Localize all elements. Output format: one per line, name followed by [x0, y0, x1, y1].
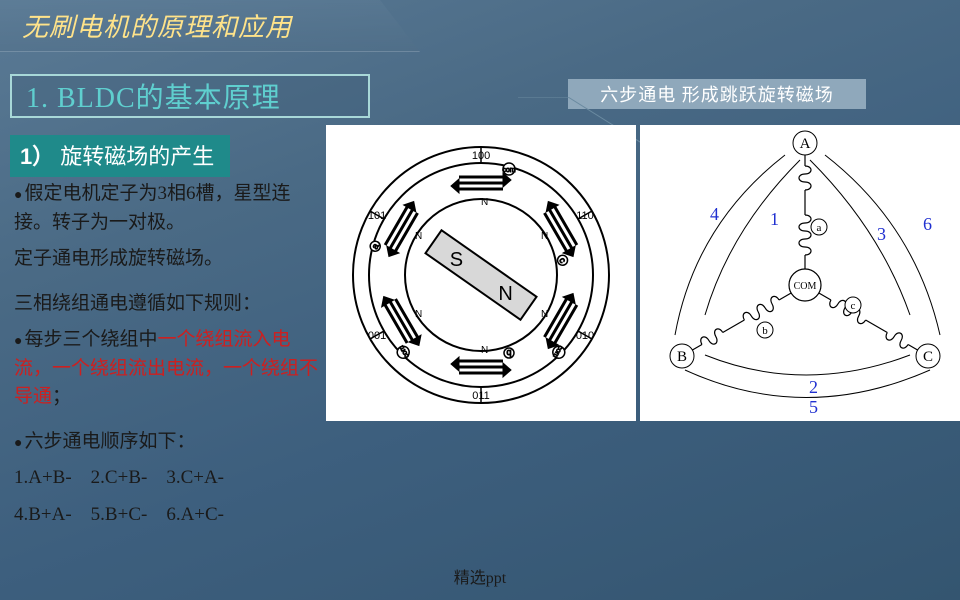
- caption-text: 六步通电 形成跳跃旋转磁场: [600, 81, 834, 107]
- field-num: 4: [710, 204, 719, 224]
- subsection-text: 旋转磁场的产生: [60, 139, 214, 171]
- motor-diagram: 100 110 010 011 001 101 a: [326, 125, 636, 421]
- svg-text:N: N: [415, 231, 422, 242]
- body-text: 假定电机定子为3相6槽，星型连接。转子为一对极。 定子通电形成旋转磁场。 三相绕…: [14, 180, 324, 537]
- phase-a: a: [817, 222, 822, 234]
- phase-c: c: [851, 300, 856, 312]
- sector-label: 001: [368, 330, 386, 342]
- bullet-icon: [14, 431, 24, 452]
- terminal-b: B: [677, 349, 687, 365]
- field-num: 1: [770, 209, 779, 229]
- subsection-number: 1）: [20, 139, 54, 171]
- bullet-icon: [14, 329, 24, 350]
- sequence-line-2: 4.B+A- 5.B+C- 6.A+C-: [14, 501, 324, 530]
- body-p1b: 定子通电形成旋转磁场。: [14, 245, 324, 274]
- field-num: 6: [923, 214, 932, 234]
- body-p1a: 假定电机定子为3相6槽，星型连接。转子为一对极。: [14, 183, 290, 233]
- body-p2: 三相绕组通电遵循如下规则：: [14, 290, 324, 319]
- caption-box: 六步通电 形成跳跃旋转磁场: [568, 79, 866, 109]
- bullet-icon: [14, 183, 24, 204]
- footer-text: 精选ppt: [454, 564, 506, 588]
- terminal-c: C: [923, 349, 933, 365]
- field-num: 2: [809, 377, 818, 397]
- field-num: 3: [877, 224, 886, 244]
- terminal-a: A: [800, 136, 811, 152]
- svg-text:N: N: [541, 309, 548, 320]
- svg-text:N: N: [481, 345, 488, 356]
- body-p3a: 每步三个绕组中: [24, 329, 157, 350]
- com-label: COM: [794, 281, 817, 292]
- svg-text:N: N: [481, 197, 488, 208]
- slide-title: 无刷电机的原理和应用: [22, 7, 292, 44]
- sector-label: 101: [368, 210, 386, 222]
- section-heading-text: 1. BLDC的基本原理: [26, 76, 281, 116]
- star-diagram: 1 2 3 4 5 6 COM A a: [640, 125, 960, 421]
- sector-label: 011: [472, 390, 490, 402]
- sector-label: 110: [576, 210, 594, 222]
- subsection-heading: 1） 旋转磁场的产生: [10, 135, 230, 177]
- rotor-n: N: [498, 283, 512, 305]
- rotor-s: S: [450, 249, 463, 271]
- sector-label: 010: [576, 330, 594, 342]
- svg-text:N: N: [415, 309, 422, 320]
- body-p4: 六步通电顺序如下：: [24, 431, 195, 452]
- section-heading: 1. BLDC的基本原理: [10, 74, 370, 118]
- sector-label: 100: [472, 150, 490, 162]
- svg-text:N: N: [541, 231, 548, 242]
- coil-label: b: [506, 348, 511, 358]
- phase-b: b: [762, 325, 768, 337]
- com-label: com: [502, 167, 515, 174]
- sequence-line-1: 1.A+B- 2.C+B- 3.C+A-: [14, 464, 324, 493]
- body-p3c: ；: [52, 386, 71, 407]
- title-bar: 无刷电机的原理和应用: [0, 0, 420, 52]
- field-num: 5: [809, 397, 818, 417]
